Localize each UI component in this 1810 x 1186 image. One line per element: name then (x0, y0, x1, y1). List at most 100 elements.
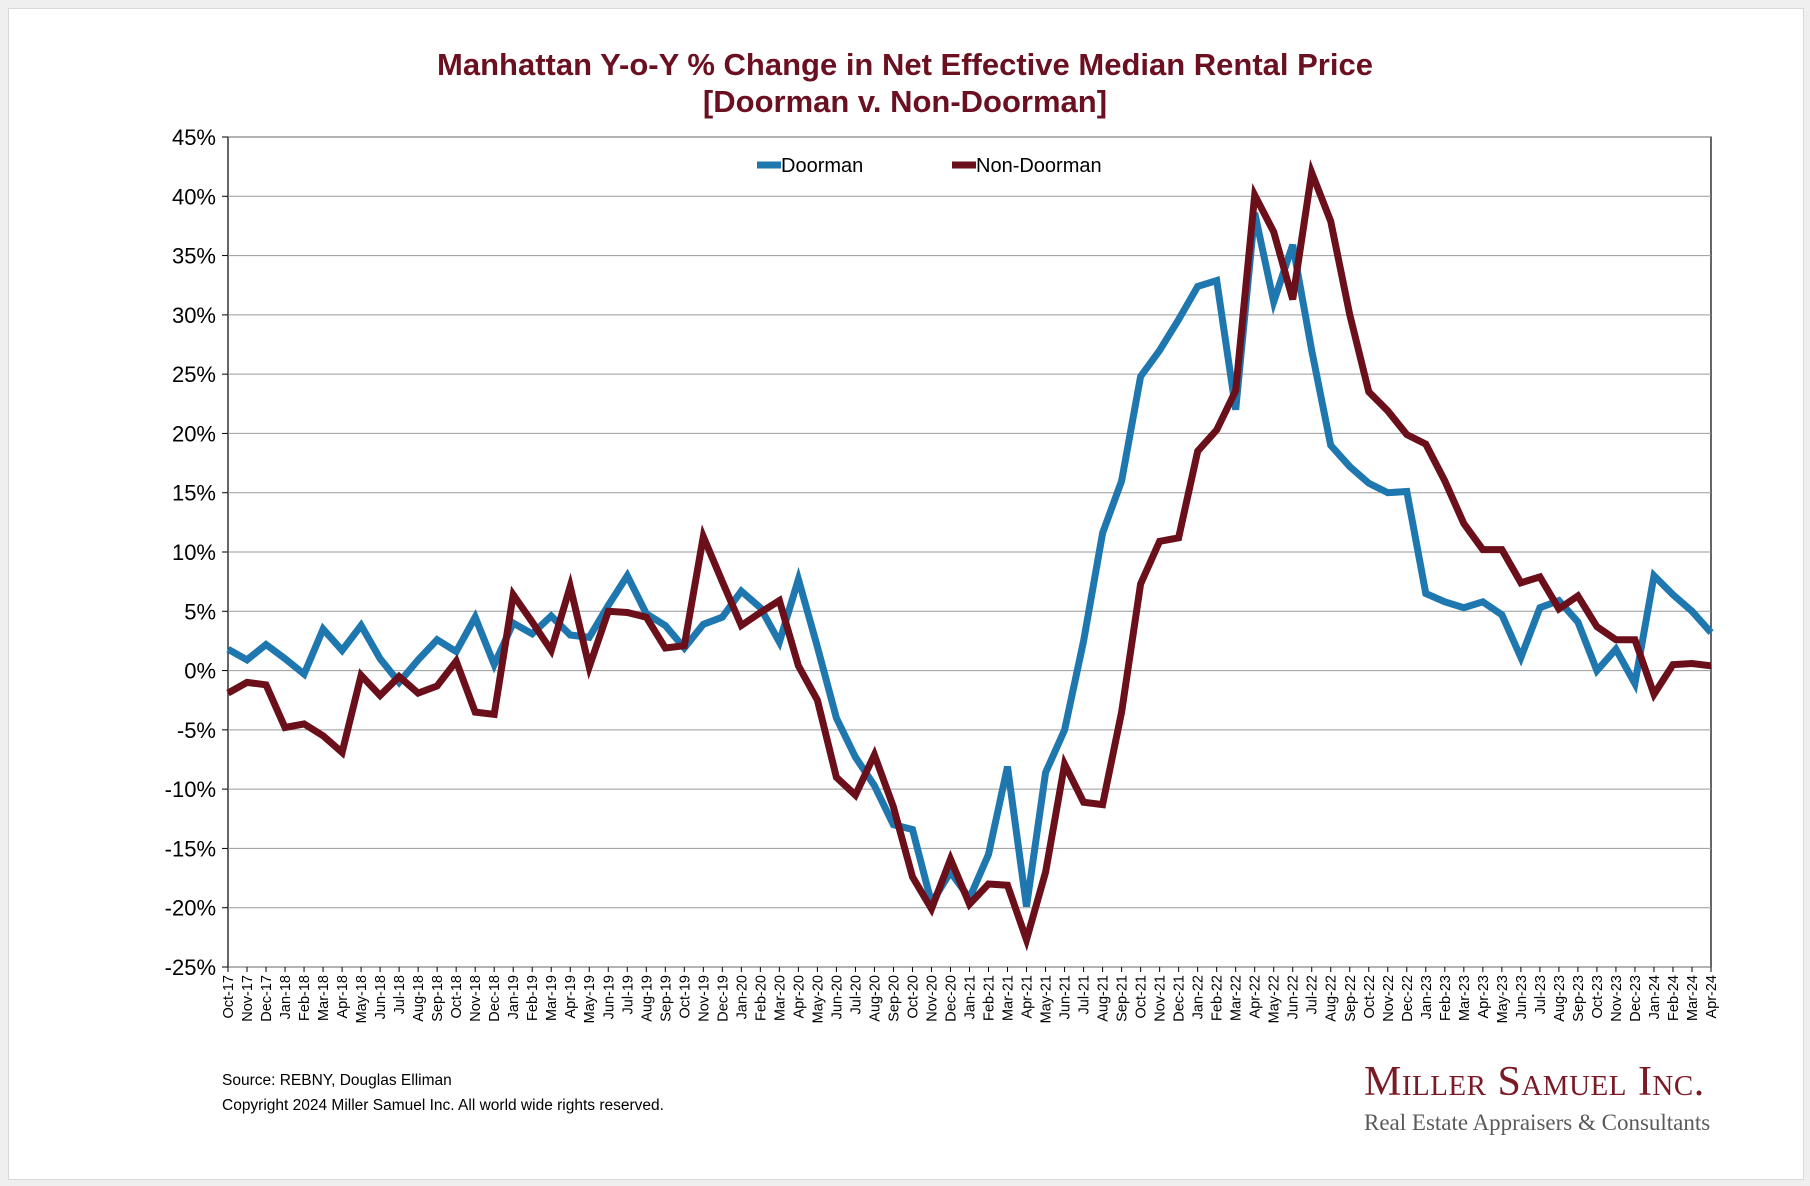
x-tick-label: Oct-17 (221, 975, 237, 1019)
x-tick-label: Sep-22 (1343, 975, 1359, 1022)
x-tick-label: Jun-21 (1058, 975, 1074, 1019)
x-tick-label: Dec-17 (259, 975, 275, 1022)
x-tick-label: Dec-22 (1400, 975, 1416, 1022)
x-tick-label: May-20 (810, 975, 826, 1023)
y-tick-label: 45% (172, 125, 216, 150)
legend-label: Non-Doorman (976, 155, 1102, 177)
x-tick-label: Apr-23 (1476, 975, 1492, 1019)
x-tick-label: Oct-22 (1362, 975, 1378, 1019)
x-tick-label: Feb-20 (753, 975, 769, 1021)
x-tick-label: Jun-23 (1514, 975, 1530, 1019)
x-tick-label: Jul-21 (1077, 975, 1093, 1015)
x-tick-label: Sep-20 (886, 975, 902, 1022)
x-tick-label: Aug-20 (867, 975, 883, 1022)
x-tick-label: Jun-19 (601, 975, 617, 1019)
y-tick-label: 5% (184, 599, 216, 624)
x-tick-label: Mar-19 (544, 975, 560, 1021)
x-tick-label: Jan-23 (1419, 975, 1435, 1019)
x-tick-label: Feb-23 (1438, 975, 1454, 1021)
y-tick-label: 25% (172, 362, 216, 387)
x-tick-label: Feb-24 (1666, 975, 1682, 1021)
x-tick-label: Mar-21 (1001, 975, 1017, 1021)
x-tick-label: Jul-19 (620, 975, 636, 1015)
x-tick-label: May-22 (1267, 975, 1283, 1023)
x-tick-label: Mar-23 (1457, 975, 1473, 1021)
x-tick-label: Dec-21 (1172, 975, 1188, 1022)
y-tick-label: 15% (172, 481, 216, 506)
x-tick-label: Jul-20 (848, 975, 864, 1015)
chart-title-line1: Manhattan Y-o-Y % Change in Net Effectiv… (437, 47, 1373, 82)
x-tick-label: Aug-18 (411, 975, 427, 1022)
x-tick-label: Jul-22 (1305, 975, 1321, 1015)
x-tick-label: Feb-18 (297, 975, 313, 1021)
y-tick-labels: 45% 40% 35% 30% 25% 20% 15% 10% 5% 0% -5% -10% -15% -… (165, 125, 216, 980)
x-tick-label: Apr-22 (1248, 975, 1264, 1019)
legend-label: Doorman (781, 155, 863, 177)
y-tick-label: 40% (172, 184, 216, 209)
x-tick-label: Mar-24 (1685, 975, 1701, 1021)
x-tick-label: May-19 (582, 975, 598, 1023)
x-tick-label: Jun-18 (373, 975, 389, 1019)
copyright-note: Copyright 2024 Miller Samuel Inc. All wo… (222, 1097, 664, 1114)
x-tick-label: Nov-18 (468, 975, 484, 1022)
x-tick-label: Nov-22 (1381, 975, 1397, 1022)
x-tick-label: Dec-20 (943, 975, 959, 1022)
x-tick-label: Apr-18 (335, 975, 351, 1019)
x-tick-label: Nov-20 (924, 975, 940, 1022)
x-tick-label: Jan-20 (734, 975, 750, 1019)
y-tick-label: -15% (165, 836, 216, 861)
x-tick-label: Nov-23 (1609, 975, 1625, 1022)
x-tick-label: Jan-22 (1191, 975, 1207, 1019)
x-tick-label: Feb-21 (982, 975, 998, 1021)
x-tick-label: Jan-18 (278, 975, 294, 1019)
x-tick-labels: Oct-17 Nov-17 Dec-17 Jan-18 Feb-18 Mar-18 Apr-… (221, 975, 1720, 1023)
x-tick-label: Apr-24 (1704, 975, 1720, 1019)
y-tick-label: 20% (172, 421, 216, 446)
series-layer (226, 159, 1714, 952)
x-tick-label: Aug-22 (1324, 975, 1340, 1022)
x-tick-label: Apr-21 (1020, 975, 1036, 1019)
x-tick-label: Aug-23 (1552, 975, 1568, 1022)
x-tick-label: Dec-23 (1628, 975, 1644, 1022)
chart-title: Manhattan Y-o-Y % Change in Net Effectiv… (0, 46, 1810, 120)
series-line-doorman (226, 212, 1714, 912)
x-tick-label: May-21 (1039, 975, 1055, 1023)
x-tick-label: Oct-20 (905, 975, 921, 1019)
x-tick-label: Jul-18 (392, 975, 408, 1015)
x-tick-label: May-18 (354, 975, 370, 1023)
x-tick-label: Mar-20 (772, 975, 788, 1021)
x-tick-label: Oct-19 (677, 975, 693, 1019)
x-tick-label: Oct-21 (1134, 975, 1150, 1019)
x-tick-label: Aug-19 (639, 975, 655, 1022)
series-line-non-doorman (226, 159, 1712, 952)
y-tick-label: 0% (184, 659, 216, 684)
x-tick-label: Nov-17 (240, 975, 256, 1022)
logo-tagline: Real Estate Appraisers & Consultants (1364, 1110, 1711, 1135)
y-tick-label: 10% (172, 540, 216, 565)
x-tick-label: Mar-22 (1229, 975, 1245, 1021)
y-tick-label: 35% (172, 244, 216, 269)
x-tick-label: Sep-18 (430, 975, 446, 1022)
x-tick-label: Jan-19 (506, 975, 522, 1019)
x-tick-label: Aug-21 (1096, 975, 1112, 1022)
y-tick-label: 30% (172, 303, 216, 328)
x-tick-label: Jan-24 (1647, 975, 1663, 1019)
x-tick-label: Jul-23 (1533, 975, 1549, 1015)
x-tick-label: Nov-21 (1153, 975, 1169, 1022)
x-tick-label: Apr-19 (563, 975, 579, 1019)
x-tick-label: Sep-23 (1571, 975, 1587, 1022)
source-note: Source: REBNY, Douglas Elliman (222, 1072, 452, 1089)
x-tick-label: Jun-22 (1286, 975, 1302, 1019)
x-tick-label: Sep-19 (658, 975, 674, 1022)
chart-title-line2: [Doorman v. Non-Doorman] (702, 84, 1108, 119)
x-tick-label: May-23 (1495, 975, 1511, 1023)
x-tick-label: Dec-19 (715, 975, 731, 1022)
x-tick-label: Oct-23 (1590, 975, 1606, 1019)
x-tick-label: Mar-18 (316, 975, 332, 1021)
y-tick-label: -20% (165, 896, 216, 921)
x-tick-label: Nov-19 (696, 975, 712, 1022)
chart-card (8, 8, 1804, 1180)
x-tick-label: Feb-22 (1210, 975, 1226, 1021)
y-tick-label: -25% (165, 955, 216, 980)
